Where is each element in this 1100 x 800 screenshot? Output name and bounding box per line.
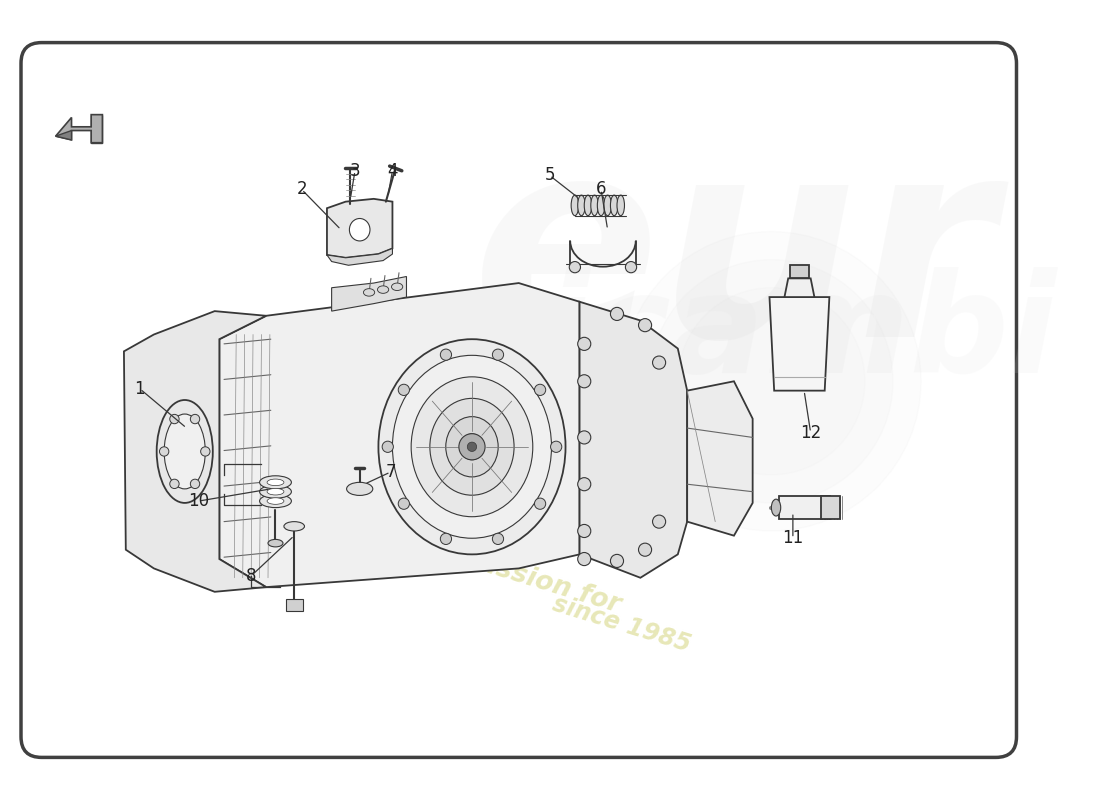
Circle shape: [190, 414, 200, 424]
Bar: [790, 266, 808, 278]
Circle shape: [652, 515, 666, 528]
Text: 3: 3: [350, 162, 361, 180]
Circle shape: [493, 534, 504, 545]
Ellipse shape: [771, 499, 781, 516]
Polygon shape: [784, 278, 814, 297]
Circle shape: [578, 553, 591, 566]
Circle shape: [398, 384, 409, 395]
Ellipse shape: [617, 195, 625, 216]
Text: 10: 10: [188, 492, 209, 510]
Circle shape: [200, 446, 210, 456]
Ellipse shape: [267, 489, 284, 495]
Circle shape: [190, 479, 200, 489]
Ellipse shape: [260, 476, 292, 489]
Polygon shape: [327, 249, 393, 266]
Circle shape: [535, 384, 546, 395]
Circle shape: [459, 434, 485, 460]
Text: 4: 4: [387, 162, 398, 180]
Circle shape: [160, 446, 168, 456]
Circle shape: [578, 431, 591, 444]
Ellipse shape: [363, 289, 375, 296]
Ellipse shape: [267, 479, 284, 486]
Polygon shape: [124, 311, 266, 592]
Circle shape: [169, 414, 179, 424]
Ellipse shape: [284, 522, 305, 531]
Ellipse shape: [164, 414, 206, 489]
Text: 2: 2: [296, 181, 307, 198]
Ellipse shape: [268, 539, 283, 547]
Text: a passion for: a passion for: [432, 537, 624, 618]
Bar: [779, 496, 830, 519]
Ellipse shape: [392, 283, 403, 290]
Ellipse shape: [604, 195, 612, 216]
Ellipse shape: [597, 195, 605, 216]
Ellipse shape: [430, 398, 514, 495]
Circle shape: [626, 262, 637, 273]
Circle shape: [440, 534, 452, 545]
Circle shape: [169, 479, 179, 489]
Text: 8: 8: [246, 567, 256, 585]
Text: 5: 5: [544, 166, 554, 185]
Ellipse shape: [591, 195, 598, 216]
Text: 7: 7: [385, 463, 396, 481]
Polygon shape: [770, 297, 829, 390]
Circle shape: [398, 498, 409, 510]
Ellipse shape: [350, 218, 370, 241]
Circle shape: [578, 374, 591, 388]
Polygon shape: [56, 130, 72, 140]
Ellipse shape: [461, 434, 483, 460]
Polygon shape: [331, 277, 407, 311]
Circle shape: [638, 543, 651, 556]
Polygon shape: [56, 114, 102, 142]
Circle shape: [493, 349, 504, 360]
Text: since 1985: since 1985: [550, 592, 694, 657]
Text: icambi: icambi: [541, 267, 1057, 402]
Circle shape: [551, 441, 562, 452]
Ellipse shape: [411, 377, 532, 517]
Ellipse shape: [267, 498, 284, 504]
Ellipse shape: [584, 195, 592, 216]
Text: 1: 1: [134, 380, 145, 398]
Circle shape: [610, 307, 624, 321]
Ellipse shape: [393, 355, 551, 538]
Circle shape: [535, 498, 546, 510]
Bar: [821, 496, 839, 519]
Polygon shape: [688, 382, 752, 536]
Circle shape: [440, 349, 452, 360]
Ellipse shape: [578, 195, 585, 216]
Ellipse shape: [377, 286, 388, 294]
Polygon shape: [219, 283, 580, 587]
Circle shape: [578, 525, 591, 538]
Polygon shape: [580, 302, 688, 578]
Circle shape: [578, 478, 591, 490]
Circle shape: [468, 442, 476, 451]
Polygon shape: [158, 361, 285, 531]
Circle shape: [621, 231, 921, 531]
Ellipse shape: [260, 485, 292, 498]
Circle shape: [638, 318, 651, 332]
Ellipse shape: [571, 195, 579, 216]
Text: 11: 11: [782, 530, 803, 547]
Ellipse shape: [346, 482, 373, 495]
Ellipse shape: [260, 494, 292, 507]
FancyBboxPatch shape: [21, 42, 1016, 758]
Circle shape: [570, 262, 581, 273]
Text: eur: eur: [472, 125, 996, 394]
Ellipse shape: [156, 400, 212, 503]
Ellipse shape: [378, 339, 565, 554]
Polygon shape: [327, 199, 393, 258]
Polygon shape: [91, 114, 102, 142]
Circle shape: [650, 260, 893, 503]
Text: 12: 12: [800, 424, 822, 442]
Text: 6: 6: [596, 181, 606, 198]
Circle shape: [382, 441, 394, 452]
Circle shape: [610, 554, 624, 567]
Polygon shape: [286, 599, 302, 610]
Circle shape: [578, 338, 591, 350]
Ellipse shape: [610, 195, 618, 216]
Ellipse shape: [446, 417, 498, 477]
Circle shape: [652, 356, 666, 369]
